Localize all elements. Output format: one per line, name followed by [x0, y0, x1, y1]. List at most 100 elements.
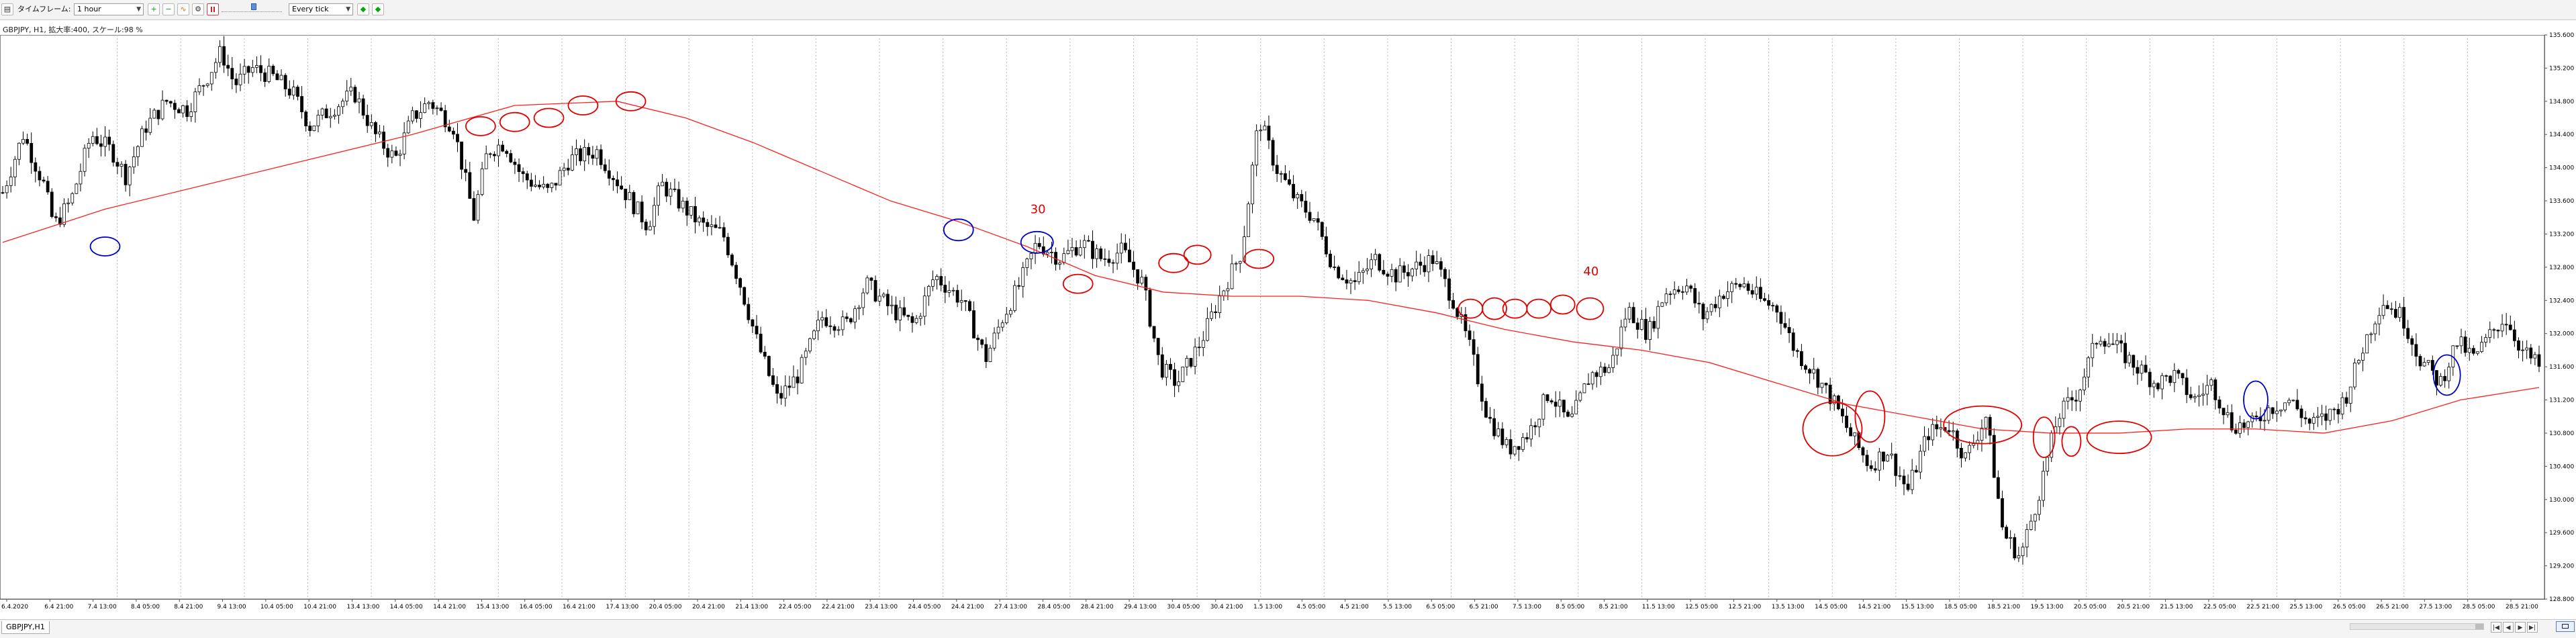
candle-body — [5, 185, 9, 193]
candle-body — [1927, 436, 1930, 441]
candle-body — [1545, 394, 1549, 402]
chart-tab[interactable]: GBPJPY,H1 — [1, 621, 50, 634]
candle-body — [238, 73, 242, 85]
candle-body — [1185, 358, 1189, 367]
scroll-first-icon[interactable]: |◀ — [2491, 622, 2501, 633]
candle-body — [386, 148, 390, 158]
x-tick-label: 18.5 05:00 — [1944, 604, 1977, 610]
candle-body — [2467, 348, 2471, 353]
candle-body — [2197, 395, 2201, 397]
candle-body — [1115, 253, 1119, 264]
candle-body — [2091, 343, 2095, 359]
candle-body — [1656, 306, 1660, 329]
candle-body — [538, 185, 541, 187]
candle-body — [173, 103, 177, 110]
horizontal-scrollbar[interactable] — [2350, 623, 2484, 630]
scrollbar-thumb[interactable] — [2475, 624, 2483, 629]
candle-body — [554, 183, 558, 186]
candle-body — [763, 351, 767, 357]
candle-body — [2406, 328, 2410, 339]
zoom-in-icon[interactable]: + — [148, 3, 160, 15]
candle-body — [296, 87, 299, 97]
candle-body — [1525, 437, 1529, 440]
candle-body — [1472, 339, 1476, 355]
scroll-left-icon[interactable]: ◀ — [2503, 622, 2514, 633]
fast-forward-icon[interactable]: ◆ — [372, 3, 384, 15]
timeframe-select[interactable]: 1 hour ▼ — [74, 3, 144, 15]
scroll-right-icon[interactable]: ▶ — [2515, 622, 2526, 633]
slider-thumb[interactable] — [251, 3, 256, 10]
candle-body — [980, 339, 984, 345]
candle-body — [857, 307, 861, 310]
candle-body — [2238, 422, 2242, 434]
candle-body — [213, 62, 218, 73]
candle-body — [263, 72, 267, 82]
candle-body — [1488, 416, 1492, 419]
candle-body — [2144, 365, 2148, 373]
candle-body — [2164, 375, 2168, 377]
y-tick-label: 134.000 — [2549, 165, 2574, 172]
red-circle-marker — [1854, 390, 1886, 443]
candle-body — [2336, 409, 2340, 414]
candle-body — [1041, 246, 1045, 255]
candle-body — [1316, 218, 1320, 223]
candle-body — [316, 114, 320, 126]
candle-body — [1717, 295, 1721, 308]
candle-body — [1680, 291, 1684, 293]
chart-icon[interactable]: ▤ — [1, 3, 13, 15]
pause-icon[interactable] — [207, 3, 219, 15]
candle-body — [1750, 290, 1754, 295]
candle-body — [1517, 446, 1521, 450]
candle-body — [456, 134, 459, 142]
speed-slider[interactable] — [222, 3, 282, 15]
y-tick-label: 131.200 — [2549, 398, 2574, 404]
candle-body — [1078, 247, 1082, 256]
tick-mode-select[interactable]: Every tick ▼ — [289, 3, 353, 15]
candle-body — [1607, 367, 1611, 373]
candle-body — [1033, 242, 1037, 254]
candle-body — [2177, 370, 2181, 374]
chart-area[interactable]: 30 40 135.600 135.200 134.800 134.400 134.000… — [0, 20, 2576, 621]
candle-body — [70, 193, 75, 203]
red-circle-marker — [533, 107, 565, 128]
candle-body — [1045, 252, 1049, 255]
zoom-out-icon[interactable]: − — [162, 3, 175, 15]
scroll-last-icon[interactable]: ▶| — [2527, 622, 2538, 633]
candle-body — [1562, 400, 1566, 412]
candle-body — [1664, 293, 1668, 304]
candle-body — [2521, 349, 2524, 351]
chart-info-label: GBPJPY, H1, 拡大率:400, スケール:98 % — [3, 26, 143, 34]
indicator-icon[interactable]: ∿ — [177, 3, 189, 15]
candle-body — [1308, 212, 1312, 221]
candlestick-series — [1, 36, 2541, 565]
candle-body — [275, 73, 279, 81]
maximize-icon[interactable] — [2556, 621, 2575, 632]
candle-body — [1205, 318, 1209, 341]
candle-body — [1845, 416, 1848, 428]
blue-circle-marker — [943, 218, 974, 242]
candle-body — [337, 106, 340, 116]
candle-body — [34, 162, 38, 172]
y-tick-label: 133.600 — [2549, 198, 2574, 205]
candle-body — [1730, 283, 1734, 292]
candle-body — [1419, 261, 1423, 266]
x-tick-label: 30.4 05:00 — [1167, 604, 1200, 610]
candle-body — [1886, 455, 1889, 462]
candle-body — [353, 87, 357, 103]
candle-body — [2414, 344, 2418, 357]
candle-body — [992, 332, 996, 349]
candle-body — [955, 289, 959, 303]
candle-body — [1320, 222, 1324, 237]
step-forward-icon[interactable]: ◆ — [357, 3, 369, 15]
y-tick-label: 132.800 — [2549, 265, 2574, 271]
x-tick-label: 16.4 21:00 — [563, 604, 595, 610]
candle-body — [1283, 173, 1287, 180]
candle-body — [451, 130, 455, 135]
candle-body — [181, 105, 185, 113]
price-chart[interactable]: 30 40 135.600 135.200 134.800 134.400 134.000… — [0, 20, 2576, 619]
candle-body — [820, 317, 824, 321]
settings-icon[interactable]: ⚙ — [192, 3, 204, 15]
x-tick-label: 14.4 05:00 — [390, 604, 423, 610]
candle-body — [2140, 365, 2144, 374]
tick-mode-value: Every tick — [292, 5, 329, 13]
